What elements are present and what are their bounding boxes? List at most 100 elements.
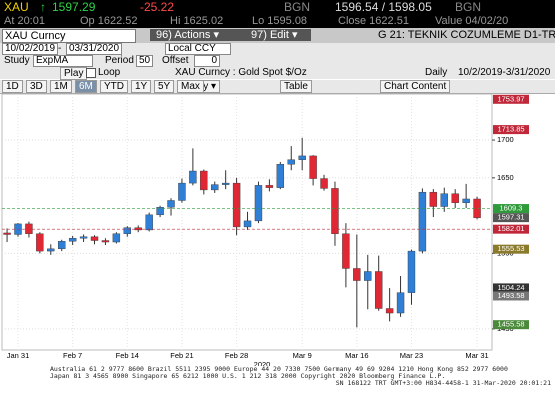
frequency: Daily xyxy=(425,67,448,78)
ticker: XAU xyxy=(4,0,29,14)
price-label-box xyxy=(493,125,529,135)
price-label: 1582.01 xyxy=(497,224,524,233)
range-tab[interactable]: 5Y xyxy=(154,80,175,93)
currency[interactable]: Local CCY xyxy=(165,43,231,55)
range-tab[interactable]: 1M xyxy=(50,80,72,93)
range-tab[interactable]: 3D xyxy=(26,80,47,93)
loop-checkbox[interactable] xyxy=(86,68,96,78)
x-tick-label: Mar 23 xyxy=(400,351,423,360)
bid-ask: 1596.54 / 1598.05 xyxy=(335,0,432,14)
price-label-box xyxy=(493,283,529,293)
candle-body xyxy=(178,182,186,201)
price-label: 1713.85 xyxy=(497,125,524,134)
range-tab[interactable]: 6M xyxy=(75,80,97,93)
candle-body xyxy=(112,233,121,243)
y-tick-label: 1700 xyxy=(497,135,514,144)
candle-body xyxy=(385,308,394,314)
chart-content-button[interactable]: Chart Content xyxy=(380,80,451,93)
x-tick-label: Feb 21 xyxy=(170,351,193,360)
candle-body xyxy=(364,271,372,281)
price-label: 1504.24 xyxy=(497,283,524,292)
candle-body xyxy=(418,191,427,252)
last-price: 1597.29 xyxy=(52,0,96,14)
candle-body xyxy=(331,188,339,234)
price-label: 1455.58 xyxy=(497,320,524,329)
candle-body xyxy=(342,233,350,269)
value-date: Value 04/02/20 xyxy=(435,15,509,27)
footer-line: Australia 61 2 9777 8600 Brazil 5511 239… xyxy=(50,365,508,373)
candle-body xyxy=(353,268,361,281)
price-label-box xyxy=(493,94,529,104)
offset-label: Offset xyxy=(162,55,189,66)
offset[interactable]: 0 xyxy=(194,55,220,67)
price-label-box xyxy=(493,291,529,301)
candle-body xyxy=(79,236,88,239)
security-field[interactable]: XAU Curncy xyxy=(2,29,136,43)
candle-body xyxy=(167,200,175,208)
candle-body xyxy=(243,220,252,228)
candle-body xyxy=(440,193,448,207)
range-tab[interactable]: YTD xyxy=(100,80,128,93)
ohlc-bar: At 20:01 Op 1622.52 Hi 1625.02 Lo 1595.0… xyxy=(0,15,555,28)
candle-body xyxy=(156,207,164,216)
range-tab[interactable]: Max xyxy=(177,80,204,93)
candle-body xyxy=(145,214,153,231)
candle-body xyxy=(200,170,208,191)
range-tab[interactable]: 1D xyxy=(2,80,23,93)
candle-body xyxy=(298,155,306,160)
candle-body xyxy=(58,241,66,250)
low: Lo 1595.08 xyxy=(252,15,308,27)
period[interactable]: 50 xyxy=(136,55,154,67)
x-tick-label: Feb 7 xyxy=(63,351,82,360)
study-label: Study xyxy=(4,55,30,66)
candle-body xyxy=(232,182,241,228)
x-tick-label: Jan 31 xyxy=(7,351,30,360)
candle-body xyxy=(320,178,328,189)
candle-body xyxy=(68,238,77,242)
candle-body xyxy=(287,159,295,165)
x-tick-label: Feb 28 xyxy=(225,351,248,360)
candle-body xyxy=(374,271,383,309)
price-label-box xyxy=(493,320,529,330)
study[interactable]: ExpMA xyxy=(33,55,93,67)
candle-body xyxy=(407,250,416,293)
price-label: 1597.31 xyxy=(497,213,524,222)
price-label-box xyxy=(493,244,529,254)
footer-line: SN 168122 TRT GMT+3:00 H834-4458-1 31-Ma… xyxy=(335,379,551,387)
candle-body xyxy=(265,185,274,188)
play-row: Play Loop XAU Curncy : Gold Spot $/Oz Da… xyxy=(0,67,555,80)
candle-body xyxy=(36,233,44,252)
price-label-box xyxy=(493,224,529,234)
candle-body xyxy=(396,292,405,314)
range-tab[interactable]: 1Y xyxy=(131,80,152,93)
x-tick-label: Mar 16 xyxy=(345,351,368,360)
edit-menu[interactable]: 97) Edit ▾ xyxy=(245,29,311,41)
footer: Australia 61 2 9777 8600 Brazil 5511 239… xyxy=(0,366,555,387)
page-title: G 21: TEKNIK COZUMLEME D1-TRE xyxy=(378,29,555,41)
end-date[interactable]: 03/31/2020 xyxy=(66,43,123,55)
actions-menu[interactable]: 96) Actions ▾ xyxy=(150,29,246,41)
candle-body xyxy=(134,227,142,231)
range: 10/2/2019-3/31/2020 xyxy=(458,67,551,78)
candle-body xyxy=(462,198,470,203)
candle-body xyxy=(276,164,285,188)
description: XAU Curncy : Gold Spot $/Oz xyxy=(175,67,307,78)
table-button[interactable]: Table xyxy=(280,80,312,93)
time: At 20:01 xyxy=(4,15,45,27)
candle-body xyxy=(3,232,11,235)
play-button[interactable]: Play xyxy=(60,67,88,80)
candle-body xyxy=(189,170,197,184)
candle-body xyxy=(254,185,263,222)
high: Hi 1625.02 xyxy=(170,15,224,27)
y-tick-label: 1650 xyxy=(497,173,514,182)
up-arrow: ↑ xyxy=(40,0,46,14)
bid-source: BGN xyxy=(284,0,311,14)
candle-body xyxy=(90,236,99,241)
x-tick-label: Mar 9 xyxy=(293,351,312,360)
study-row: Study ExpMA Period 50 Offset 0 xyxy=(0,55,555,67)
candle-body xyxy=(211,184,219,191)
price-label: 1753.97 xyxy=(497,94,524,103)
start-date[interactable]: 10/02/2019 xyxy=(2,43,59,55)
